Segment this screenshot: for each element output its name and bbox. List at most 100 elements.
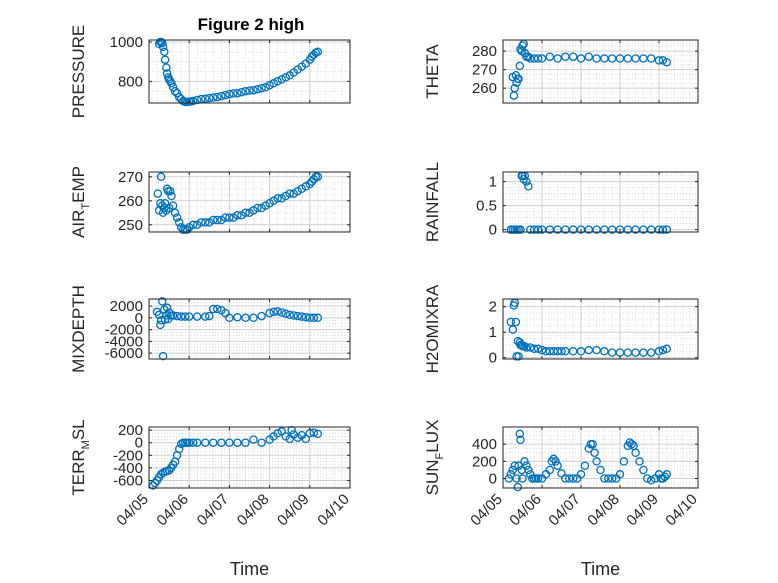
y-tick-label: 0	[489, 222, 497, 239]
plot-area	[503, 172, 698, 232]
axes-box	[148, 39, 351, 104]
data-point	[156, 320, 165, 330]
data-point	[158, 351, 168, 361]
plot-area	[149, 172, 350, 232]
data-point	[192, 95, 202, 105]
series-markers	[508, 39, 672, 100]
y-tick-label: 1	[489, 324, 497, 341]
data-point	[170, 208, 180, 218]
data-point	[301, 434, 311, 444]
y-tick-label: 250	[118, 217, 143, 234]
data-point	[156, 37, 166, 47]
data-point	[631, 448, 640, 458]
y-tick-label: 0.5	[476, 198, 497, 215]
data-point	[265, 81, 274, 90]
data-point	[529, 344, 539, 354]
data-point	[170, 86, 180, 96]
tick-marks	[148, 172, 351, 232]
data-point	[233, 312, 242, 322]
axes-box	[502, 39, 699, 104]
data-point	[293, 186, 302, 196]
x-tick-label: 04/07	[545, 491, 584, 530]
data-point	[192, 312, 202, 321]
data-point	[526, 343, 535, 352]
data-point	[174, 444, 184, 454]
data-point	[209, 304, 218, 314]
minor-grid	[149, 40, 350, 103]
data-point	[576, 347, 586, 356]
data-point	[309, 313, 319, 323]
data-point	[662, 57, 672, 67]
data-point	[580, 461, 590, 470]
data-point	[253, 84, 262, 94]
data-point	[658, 56, 668, 65]
data-point	[510, 83, 519, 93]
major-grid	[148, 299, 351, 359]
data-point	[518, 474, 527, 483]
data-point	[162, 63, 171, 72]
data-point	[253, 203, 262, 213]
data-point	[646, 348, 656, 357]
y-axis-label: SUNFLUX	[423, 420, 446, 496]
data-point	[249, 435, 258, 444]
y-tick-label: -200	[113, 447, 143, 464]
data-point	[273, 429, 282, 438]
x-tick-label: 04/09	[274, 491, 313, 530]
data-point	[201, 438, 210, 447]
data-point	[506, 317, 516, 327]
data-point	[533, 344, 543, 354]
y-axis-label: THETA	[423, 44, 442, 99]
data-point	[313, 313, 323, 323]
data-point	[167, 191, 176, 201]
data-point	[221, 90, 230, 100]
axes-box	[502, 298, 699, 360]
data-point	[590, 448, 599, 458]
data-point	[533, 474, 543, 483]
data-point	[261, 83, 270, 92]
y-tick-label: 0	[489, 471, 497, 488]
series-markers	[154, 37, 323, 107]
figure-title: Figure 2 high	[198, 15, 305, 34]
x-tick-label: 04/06	[153, 491, 192, 530]
y-axis-label: RAINFALL	[423, 162, 442, 242]
data-point	[515, 429, 525, 439]
data-point	[168, 311, 178, 320]
data-point	[150, 478, 160, 488]
data-point	[158, 38, 167, 48]
data-point	[301, 312, 311, 322]
y-tick-label: 0	[489, 350, 497, 367]
data-point	[217, 438, 226, 447]
data-point	[568, 52, 578, 61]
y-tick-label: -400	[113, 460, 143, 477]
data-point	[237, 87, 246, 97]
axes-box	[502, 426, 699, 489]
data-point	[249, 85, 258, 95]
data-point	[167, 79, 176, 88]
data-point	[162, 69, 172, 78]
data-point	[172, 213, 182, 222]
data-point	[658, 345, 668, 355]
data-point	[209, 438, 218, 447]
y-axis-label: PRESSURE	[69, 25, 88, 119]
data-point	[522, 343, 531, 352]
series-markers	[152, 297, 323, 361]
tick-marks	[502, 172, 699, 232]
data-point	[265, 308, 274, 318]
data-point	[241, 208, 250, 218]
data-point	[524, 52, 533, 61]
tick-marks	[502, 299, 699, 359]
data-point	[192, 220, 202, 230]
data-point	[153, 189, 163, 198]
data-point	[588, 439, 597, 449]
y-tick-label: 270	[472, 62, 497, 79]
data-point	[217, 91, 226, 101]
data-point	[520, 341, 529, 351]
y-tick-label: 400	[472, 436, 497, 453]
data-point	[289, 311, 298, 320]
data-point	[225, 213, 234, 222]
data-point	[241, 438, 250, 447]
panel-pressure: 800 1000 PRESSURE	[69, 25, 351, 119]
